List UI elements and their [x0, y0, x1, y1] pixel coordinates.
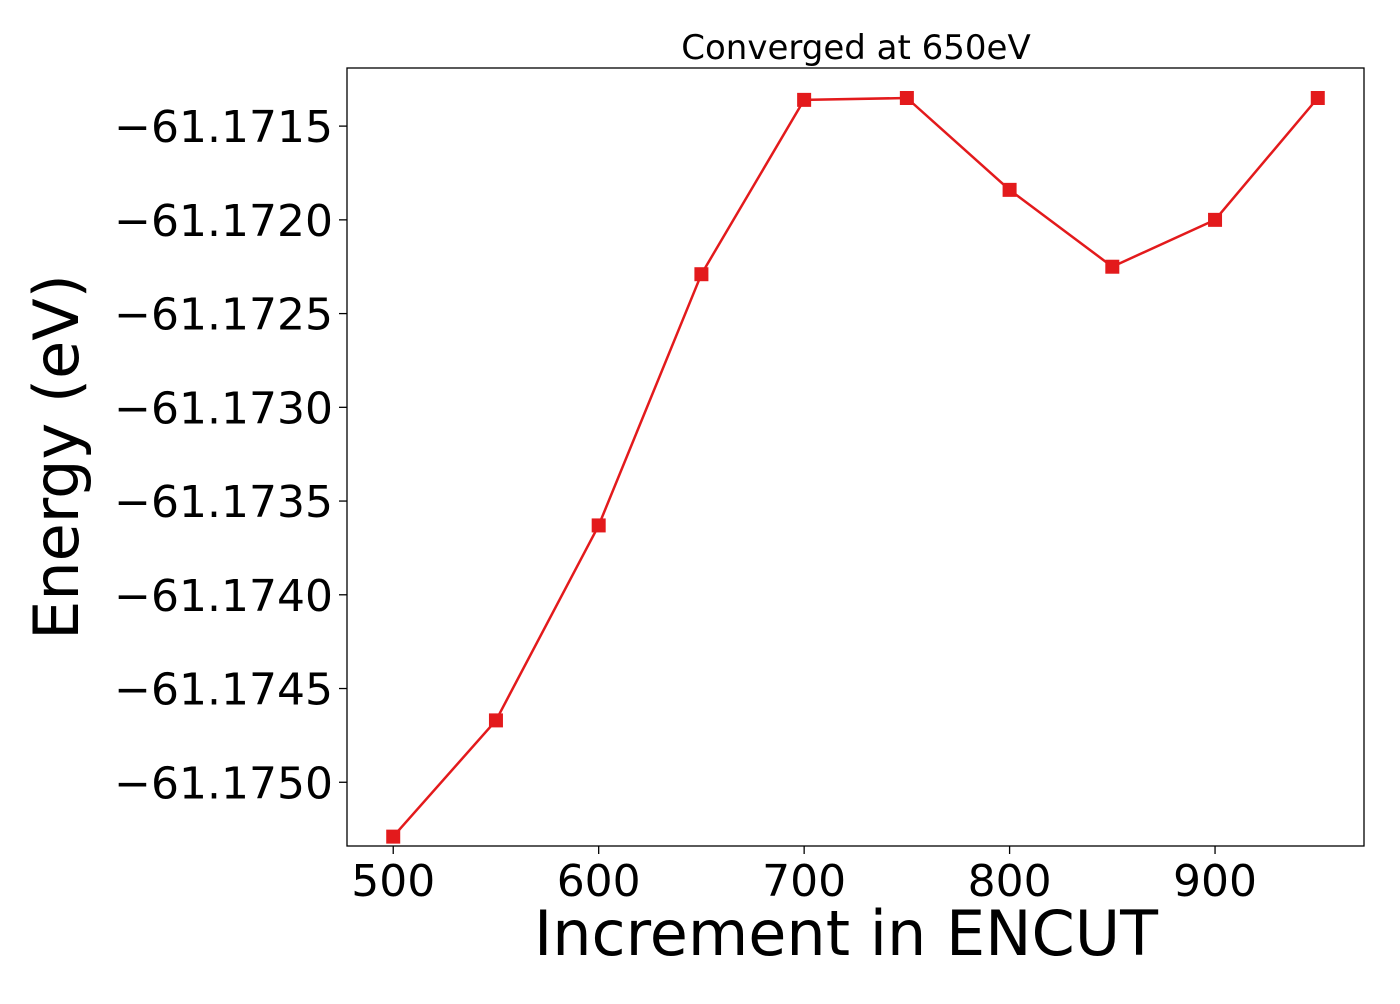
plot-frame — [346, 67, 1365, 847]
data-point — [591, 518, 606, 533]
y-tick-label: −61.1720 — [114, 196, 333, 247]
data-point — [1310, 90, 1325, 105]
chart-title: Converged at 650eV — [681, 28, 1030, 68]
y-tick-label: −61.1740 — [114, 571, 333, 622]
y-tick-label: −61.1715 — [114, 102, 333, 153]
x-tick-label: 800 — [968, 856, 1052, 907]
y-axis-label: Energy (eV) — [20, 274, 93, 640]
x-axis: 500 600 700 800 900 — [351, 846, 1257, 907]
x-tick-label: 700 — [762, 856, 846, 907]
x-tick-label: 500 — [351, 856, 435, 907]
data-point — [1002, 182, 1017, 197]
y-tick-label: −61.1735 — [114, 477, 333, 528]
data-point — [1208, 212, 1223, 227]
series-line — [392, 96, 1319, 838]
plot-area — [386, 90, 1325, 844]
data-point — [797, 92, 812, 107]
data-point — [899, 90, 914, 105]
x-axis-label: Increment in ENCUT — [534, 897, 1159, 970]
y-axis: −61.1715 −61.1720 −61.1725 −61.1730 −61.1735… — [114, 102, 347, 809]
data-point — [386, 829, 401, 844]
y-tick-label: −61.1750 — [114, 758, 333, 809]
y-tick-label: −61.1730 — [114, 383, 333, 434]
data-point — [694, 267, 709, 282]
data-point — [1105, 259, 1120, 274]
y-tick-label: −61.1725 — [114, 290, 333, 341]
x-tick-label: 600 — [557, 856, 641, 907]
x-tick-label: 900 — [1173, 856, 1257, 907]
y-tick-label: −61.1745 — [114, 665, 333, 716]
data-point — [488, 713, 503, 728]
